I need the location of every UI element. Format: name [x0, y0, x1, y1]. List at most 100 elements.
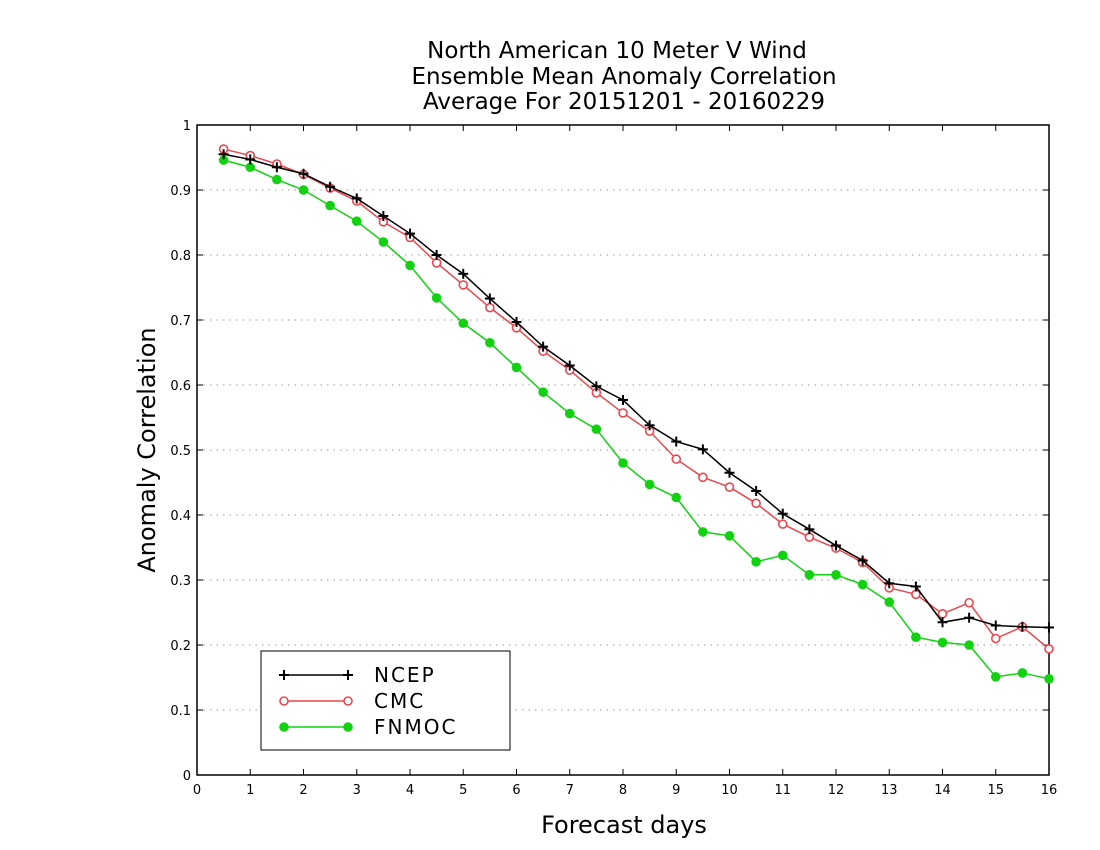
- data-point-fnmoc-4: [325, 200, 335, 211]
- legend-label-cmc: CMC: [374, 689, 425, 713]
- chart-title: North American 10 Meter V Wind Ensemble …: [411, 38, 836, 115]
- y-axis-label: Anomaly Correlation: [133, 327, 161, 572]
- legend-item-fnmoc: FNMOC: [279, 715, 457, 739]
- data-point-ncep-21: [777, 508, 788, 519]
- legend-item-ncep: NCEP: [279, 663, 436, 687]
- x-tick-label-15: 15: [987, 783, 1004, 798]
- data-point-fnmoc-14: [591, 424, 602, 435]
- data-point-fnmoc-17: [671, 492, 682, 503]
- legend-label-fnmoc: FNMOC: [374, 715, 457, 739]
- series-fnmoc: [218, 155, 1054, 684]
- data-point-fnmoc-23: [831, 570, 841, 580]
- legend-label-ncep: NCEP: [374, 663, 436, 687]
- x-tick-label-6: 6: [512, 783, 520, 798]
- x-tick-label-11: 11: [774, 783, 791, 798]
- data-point-cmc-19: [724, 482, 735, 492]
- data-point-fnmoc-30: [1017, 668, 1028, 678]
- data-point-fnmoc-31: [1044, 674, 1054, 684]
- data-point-ncep-5: [351, 193, 362, 204]
- data-point-cmc-9: [458, 280, 469, 290]
- x-tick-label-10: 10: [721, 783, 738, 798]
- y-tick-label-4: 0.4: [170, 509, 191, 524]
- data-point-ncep-17: [671, 436, 682, 447]
- y-tick-label-6: 0.6: [170, 379, 191, 394]
- data-point-cmc-28: [964, 597, 974, 608]
- data-point-ncep-10: [484, 293, 495, 304]
- data-point-cmc-21: [777, 519, 788, 529]
- data-point-cmc-31: [1044, 644, 1054, 654]
- data-point-fnmoc-10: [485, 337, 495, 348]
- data-point-fnmoc-29: [990, 672, 1001, 682]
- data-point-ncep-12: [538, 341, 549, 352]
- series-line-fnmoc: [223, 159, 1050, 680]
- data-point-ncep-2: [271, 162, 282, 173]
- y-tick-label-10: 1: [183, 119, 191, 134]
- series-ncep: [218, 149, 1054, 633]
- data-point-fnmoc-2: [272, 174, 282, 185]
- data-point-fnmoc-25: [884, 597, 895, 607]
- x-tick-label-8: 8: [619, 783, 627, 798]
- data-point-cmc-10: [485, 302, 495, 313]
- x-tick-label-3: 3: [353, 783, 361, 798]
- data-point-fnmoc-12: [538, 387, 548, 397]
- x-tick-label-0: 0: [193, 783, 201, 798]
- y-axis-ticks: 0 0.1 0.2 0.3 0.4 0.5 0.6 0.7 0.8 0.9 1: [170, 119, 1049, 784]
- x-tick-label-5: 5: [459, 783, 467, 798]
- data-point-cmc-15: [618, 408, 628, 418]
- y-tick-label-2: 0.2: [170, 639, 191, 654]
- title-line-2: Ensemble Mean Anomaly Correlation: [411, 64, 836, 90]
- y-tick-label-1: 0.1: [170, 704, 191, 719]
- legend-marker-right-fnmoc: [343, 722, 353, 732]
- data-point-fnmoc-1: [245, 162, 256, 173]
- data-point-fnmoc-20: [751, 557, 761, 567]
- data-point-fnmoc-21: [777, 550, 788, 561]
- data-point-fnmoc-15: [618, 458, 628, 468]
- data-point-fnmoc-9: [458, 318, 469, 329]
- legend-marker-left-ncep: [279, 670, 289, 680]
- data-point-fnmoc-26: [911, 632, 921, 642]
- data-point-ncep-3: [298, 168, 309, 179]
- x-tick-label-16: 16: [1041, 783, 1058, 798]
- x-tick-label-2: 2: [299, 783, 307, 798]
- x-tick-label-4: 4: [406, 783, 414, 798]
- series-line-cmc: [223, 148, 1050, 650]
- data-point-ncep-28: [964, 612, 975, 623]
- data-point-fnmoc-27: [937, 637, 948, 648]
- data-point-fnmoc-22: [804, 570, 815, 580]
- series-cmc: [218, 144, 1054, 654]
- x-tick-label-1: 1: [246, 783, 254, 798]
- legend-marker-right-cmc: [343, 696, 353, 706]
- data-point-fnmoc-24: [857, 579, 868, 590]
- x-axis-label: Forecast days: [541, 811, 707, 839]
- data-point-ncep-7: [405, 228, 415, 239]
- data-point-ncep-20: [751, 485, 762, 496]
- x-axis-ticks: 0 1 2 3 4 5 6 7 8 9 10 11 12 13 14 15 16: [193, 125, 1057, 798]
- data-point-ncep-27: [937, 617, 948, 628]
- data-point-cmc-17: [671, 454, 682, 464]
- data-point-ncep-19: [724, 467, 735, 478]
- data-point-cmc-20: [751, 498, 761, 509]
- data-point-fnmoc-8: [431, 293, 442, 303]
- legend-marker-left-cmc: [279, 696, 289, 706]
- data-point-ncep-30: [1017, 621, 1028, 632]
- data-point-ncep-6: [378, 211, 389, 221]
- data-point-cmc-29: [990, 633, 1001, 644]
- data-point-ncep-16: [644, 420, 655, 431]
- data-point-fnmoc-16: [644, 479, 655, 490]
- y-tick-label-9: 0.9: [170, 184, 191, 199]
- data-point-cmc-27: [937, 608, 948, 619]
- gridlines: [197, 189, 1049, 711]
- y-tick-label-3: 0.3: [170, 574, 191, 589]
- data-point-ncep-25: [884, 578, 895, 589]
- data-point-ncep-9: [458, 268, 469, 279]
- y-tick-label-0: 0: [183, 769, 191, 784]
- data-point-fnmoc-28: [964, 640, 974, 650]
- data-point-fnmoc-11: [511, 362, 522, 373]
- x-tick-label-14: 14: [934, 783, 951, 798]
- data-point-ncep-23: [831, 540, 841, 551]
- data-point-cmc-18: [698, 472, 708, 483]
- data-point-ncep-29: [990, 620, 1001, 631]
- data-point-ncep-15: [618, 394, 628, 405]
